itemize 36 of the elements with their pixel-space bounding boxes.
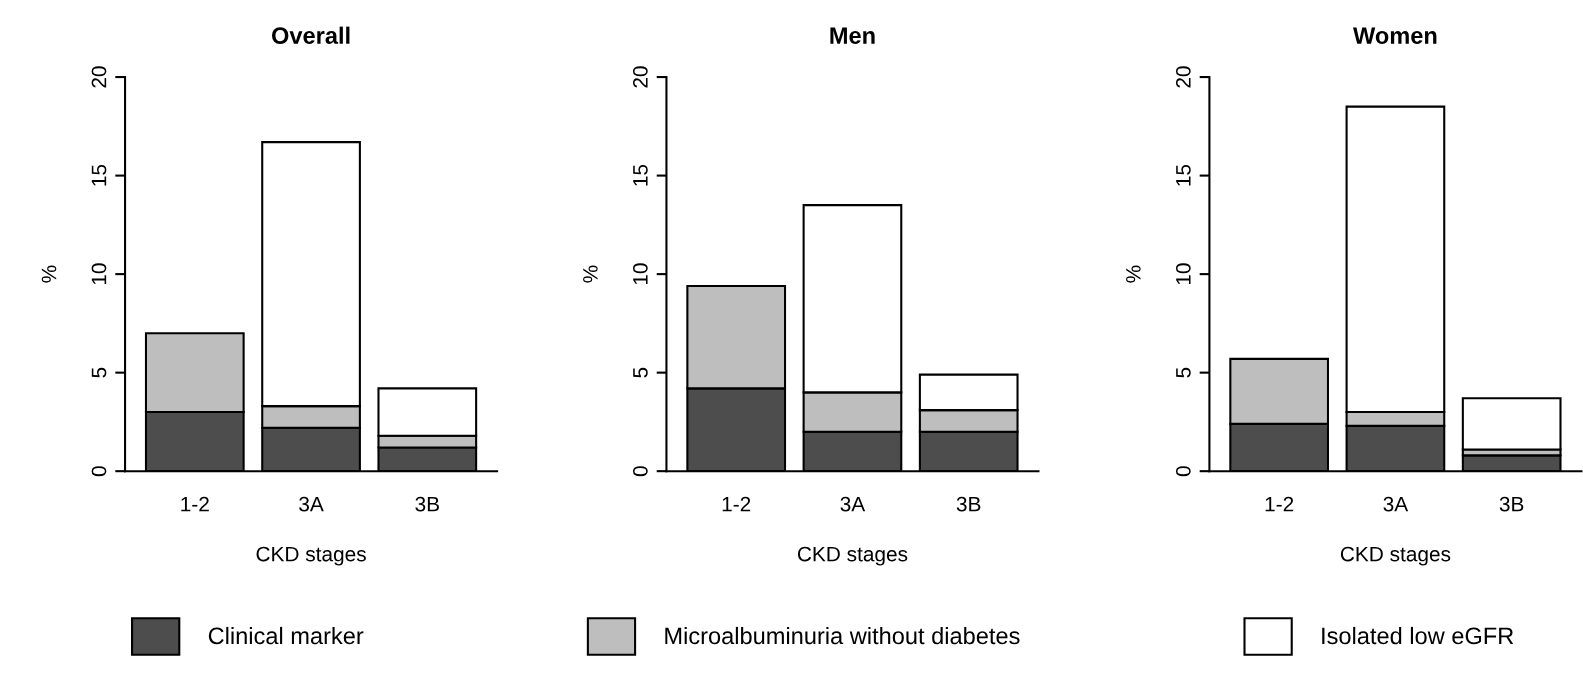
y-tick-label: 20	[1175, 66, 1191, 88]
chart-title: Overall	[272, 26, 350, 44]
y-axis-title: %	[1126, 265, 1141, 283]
y-tick-label: 0	[632, 466, 648, 477]
y-tick-label: 10	[91, 263, 107, 285]
x-axis-title: CKD stages	[797, 546, 908, 566]
y-tick-label: 10	[632, 263, 648, 285]
y-tick-label: 15	[91, 164, 107, 186]
x-axis-title: CKD stages	[256, 546, 366, 566]
chart-title: Men	[830, 27, 875, 44]
legend-label: Clinical marker	[208, 626, 364, 645]
y-tick-label: 5	[1176, 367, 1191, 378]
y-tick-label: 0	[91, 466, 107, 477]
legend-label: Isolated low eGFR	[1322, 626, 1514, 645]
x-tick-label: 3B	[415, 496, 439, 512]
y-tick-label: 5	[633, 367, 648, 378]
y-axis-title: %	[41, 265, 57, 283]
chart-title: Women	[1353, 27, 1437, 44]
x-tick-label: 3A	[1383, 496, 1409, 512]
y-axis-title: %	[583, 265, 598, 283]
x-axis-title: CKD stages	[1340, 546, 1451, 566]
x-tick-label: 1-2	[722, 496, 751, 512]
x-tick-label: 1-2	[1265, 496, 1294, 512]
y-tick-label: 15	[1176, 164, 1191, 186]
y-tick-label: 0	[1175, 466, 1191, 477]
y-tick-label: 5	[91, 367, 107, 378]
x-tick-label: 3B	[956, 496, 981, 512]
legend-label: Microalbuminuria without diabetes	[665, 626, 1020, 645]
x-tick-label: 3A	[840, 496, 866, 512]
y-tick-label: 20	[632, 66, 648, 88]
x-tick-label: 1-2	[181, 496, 209, 512]
y-tick-label: 10	[1175, 263, 1191, 285]
y-tick-label: 15	[633, 164, 648, 186]
x-tick-label: 3A	[299, 496, 324, 512]
x-tick-label: 3B	[1499, 496, 1524, 512]
y-tick-label: 20	[91, 66, 107, 88]
